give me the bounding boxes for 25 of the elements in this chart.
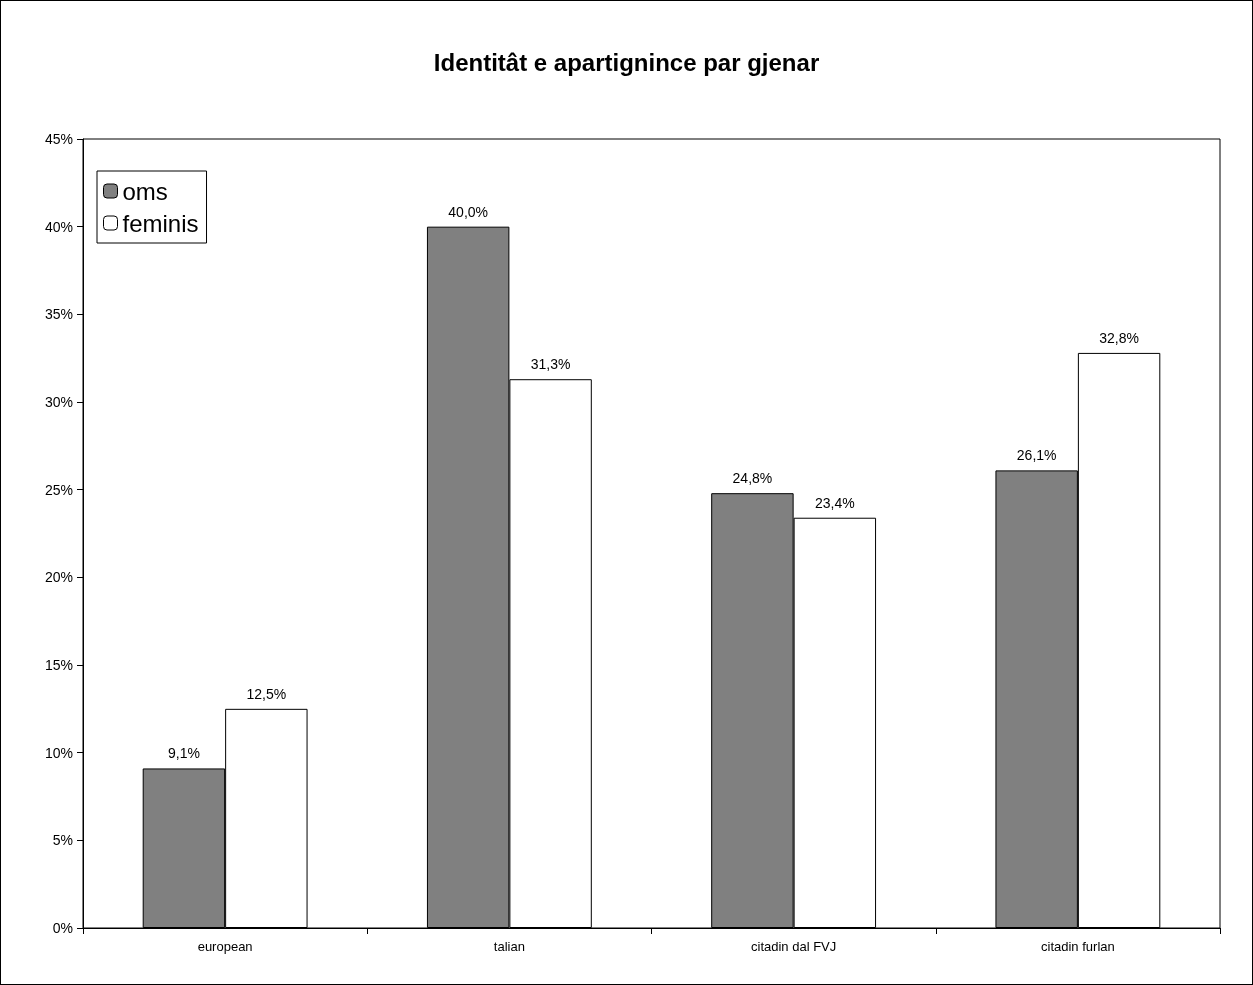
legend-label: feminis <box>122 209 199 237</box>
y-tick-label: 0% <box>52 920 73 936</box>
y-tick-label: 30% <box>44 394 73 410</box>
y-tick-label: 35% <box>44 306 73 323</box>
data-label: 40,0% <box>448 203 489 220</box>
y-tick-label: 25% <box>44 481 73 498</box>
x-tick-label: citadin furlan <box>1041 939 1115 954</box>
x-tick-label: citadin dal FVJ <box>750 939 837 954</box>
y-tick-label: 10% <box>44 744 73 761</box>
data-label: 12,5% <box>246 685 287 702</box>
data-label: 23,4% <box>814 494 855 511</box>
chart-title: Identitât e apartignince par gjenar <box>433 48 820 76</box>
y-tick-label: 40% <box>44 218 73 235</box>
y-tick-label: 20% <box>44 569 73 586</box>
data-label: 24,8% <box>732 470 773 487</box>
y-tick-label: 45% <box>44 131 73 147</box>
data-label: 9,1% <box>167 745 200 762</box>
data-label: 31,3% <box>530 356 571 373</box>
y-tick-label: 15% <box>44 657 73 673</box>
x-tick-label: european <box>197 939 253 954</box>
y-tick-label: 5% <box>52 832 73 849</box>
x-tick-label: talian <box>493 939 525 954</box>
data-label: 26,1% <box>1016 447 1057 464</box>
legend-label: oms <box>122 177 168 205</box>
data-label: 32,8% <box>1099 329 1139 346</box>
